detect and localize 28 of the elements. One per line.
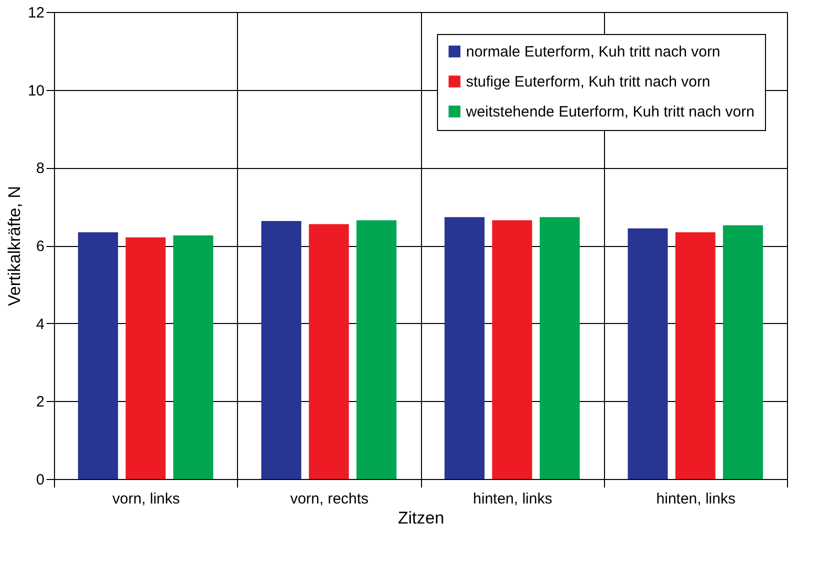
y-tick-label: 0 (36, 472, 44, 488)
bar (628, 228, 668, 479)
legend-label: normale Euterform, Kuh tritt nach vorn (466, 44, 720, 60)
x-tick-label: hinten, links (473, 490, 552, 508)
x-axis-title: Zitzen (398, 508, 444, 528)
y-axis-title: Vertikalkräfte, N (4, 186, 24, 306)
bar (492, 220, 532, 479)
y-tick-label: 2 (36, 394, 44, 411)
y-tick-label: 8 (36, 160, 44, 178)
legend-label: weitstehende Euterform, Kuh tritt nach vorn (465, 104, 754, 120)
bar (308, 224, 349, 479)
bar (173, 235, 214, 479)
y-tick-label: 4 (36, 316, 44, 333)
y-tick-label: 10 (28, 82, 44, 100)
bar (722, 225, 763, 479)
x-tick-label: vorn, rechts (290, 490, 369, 508)
bar (356, 220, 396, 479)
bar (261, 220, 302, 479)
bar (126, 237, 166, 479)
y-tick-label: 6 (36, 238, 44, 255)
legend-label: stufige Euterform, Kuh tritt nach vorn (466, 74, 710, 90)
bar (78, 232, 118, 479)
bar (444, 217, 485, 479)
y-tick-label: 12 (28, 4, 44, 22)
bar (540, 217, 580, 479)
x-tick-label: vorn, links (112, 490, 180, 508)
x-tick-label: hinten, links (656, 490, 736, 508)
bar (675, 232, 716, 479)
